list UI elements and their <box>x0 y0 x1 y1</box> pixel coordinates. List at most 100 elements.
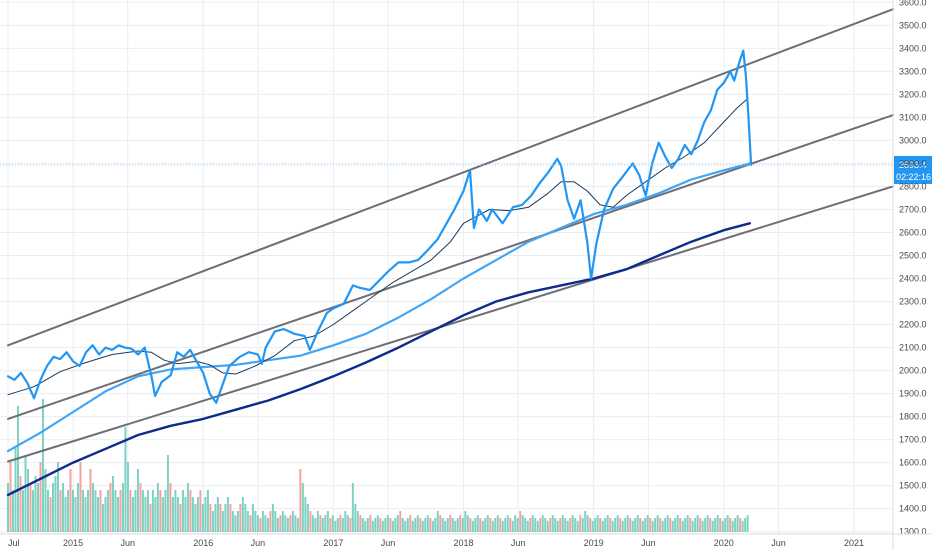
volume-bar <box>301 483 304 532</box>
volume-bar <box>264 515 267 532</box>
volume-bar <box>511 520 514 532</box>
volume-bar <box>196 497 199 532</box>
volume-bar <box>471 520 474 532</box>
volume-bar <box>644 518 647 532</box>
volume-bar <box>241 497 244 532</box>
volume-bar <box>134 490 137 532</box>
y-tick-label: 2500.0 <box>899 250 927 260</box>
volume-bar <box>219 504 222 532</box>
volume-bar <box>159 490 162 532</box>
x-tick-label: Jun <box>120 538 135 548</box>
volume-bar <box>201 504 204 532</box>
volume-bar <box>646 515 649 532</box>
volume-bar <box>341 518 344 532</box>
volume-bar <box>599 518 602 532</box>
volume-bar <box>464 511 467 532</box>
volume-bar <box>711 520 714 532</box>
volume-bar <box>64 497 67 532</box>
x-tick-label: 2019 <box>584 538 604 548</box>
volume-bar <box>709 518 712 532</box>
volume-bar <box>634 518 637 532</box>
volume-bar <box>91 483 94 532</box>
volume-bar <box>509 518 512 532</box>
volume-bar <box>279 515 282 532</box>
volume-bar <box>336 518 339 532</box>
volume-bar <box>206 490 209 532</box>
volume-bar <box>189 490 192 532</box>
volume-bar <box>74 497 77 532</box>
volume-bar <box>744 518 747 532</box>
volume-bar <box>169 483 172 532</box>
volume-bar <box>719 518 722 532</box>
volume-bar <box>71 490 74 532</box>
volume-bar <box>379 518 382 532</box>
volume-bar <box>714 518 717 532</box>
volume-bar <box>469 518 472 532</box>
ma-long-line <box>6 222 751 497</box>
volume-bar <box>334 520 337 532</box>
volume-bar <box>684 518 687 532</box>
volume-bar <box>449 515 452 532</box>
volume-bar <box>536 520 539 532</box>
volume-bar <box>544 518 547 532</box>
channel-middle-line <box>7 114 894 420</box>
volume-bar <box>426 515 429 532</box>
volume-bar <box>166 455 169 532</box>
volume-bar <box>661 520 664 532</box>
volume-bar <box>234 515 237 532</box>
volume-bar <box>389 518 392 532</box>
volume-bar <box>149 504 152 532</box>
volume-bar <box>291 511 294 532</box>
volume-bar <box>251 504 254 532</box>
volume-bar <box>361 518 364 532</box>
volume-bar <box>576 520 579 532</box>
volume-bar <box>614 518 617 532</box>
volume-bar <box>284 515 287 532</box>
volume-bar <box>741 520 744 532</box>
volume-bar <box>89 469 92 532</box>
volume-bar <box>179 504 182 532</box>
x-tick-label: Jun <box>381 538 396 548</box>
volume-bar <box>439 515 442 532</box>
volume-bar <box>354 504 357 532</box>
volume-bar <box>724 518 727 532</box>
volume-bar <box>571 515 574 532</box>
volume-bar <box>136 469 139 532</box>
y-tick-label: 3000.0 <box>899 135 927 145</box>
volume-bar <box>101 504 104 532</box>
volume-bar <box>616 515 619 532</box>
volume-bar <box>171 497 174 532</box>
volume-bar <box>309 511 312 532</box>
volume-bar <box>554 518 557 532</box>
y-tick-label: 2100.0 <box>899 343 927 353</box>
y-axis[interactable]: 1300.0 1400.0 1500.0 1600.0 1700.0 1800.0 1900… <box>892 0 927 550</box>
volume-bar <box>564 518 567 532</box>
y-tick-label: 1600.0 <box>899 458 927 468</box>
x-tick-label: Jun <box>771 538 786 548</box>
volume-bar <box>109 483 112 532</box>
x-axis[interactable]: Jul 2015 Jun 2016 Jun 2017 Jun 2018 Jun 2019 Jun 20… <box>0 533 932 548</box>
volume-bar <box>364 520 367 532</box>
last-price-marker: 2893.4 02:22:16 <box>0 155 932 184</box>
volume-bar <box>239 504 242 532</box>
volume-bar <box>146 490 149 532</box>
volume-bar <box>689 518 692 532</box>
volume-bar <box>619 518 622 532</box>
volume-bar <box>329 518 332 532</box>
volume-bar <box>44 469 47 532</box>
volume-bar <box>326 511 329 532</box>
volume-bar <box>131 497 134 532</box>
volume-bar <box>256 515 259 532</box>
volume-bar <box>486 515 489 532</box>
volume-bar <box>369 515 372 532</box>
volume-bar <box>419 518 422 532</box>
volume-bar <box>626 515 629 532</box>
volume-bar <box>694 518 697 532</box>
volume-bar <box>551 515 554 532</box>
y-tick-label: 3300.0 <box>899 66 927 76</box>
volume-bar <box>416 515 419 532</box>
y-tick-label: 3400.0 <box>899 43 927 53</box>
volume-bar <box>494 518 497 532</box>
volume-bar <box>99 490 102 532</box>
